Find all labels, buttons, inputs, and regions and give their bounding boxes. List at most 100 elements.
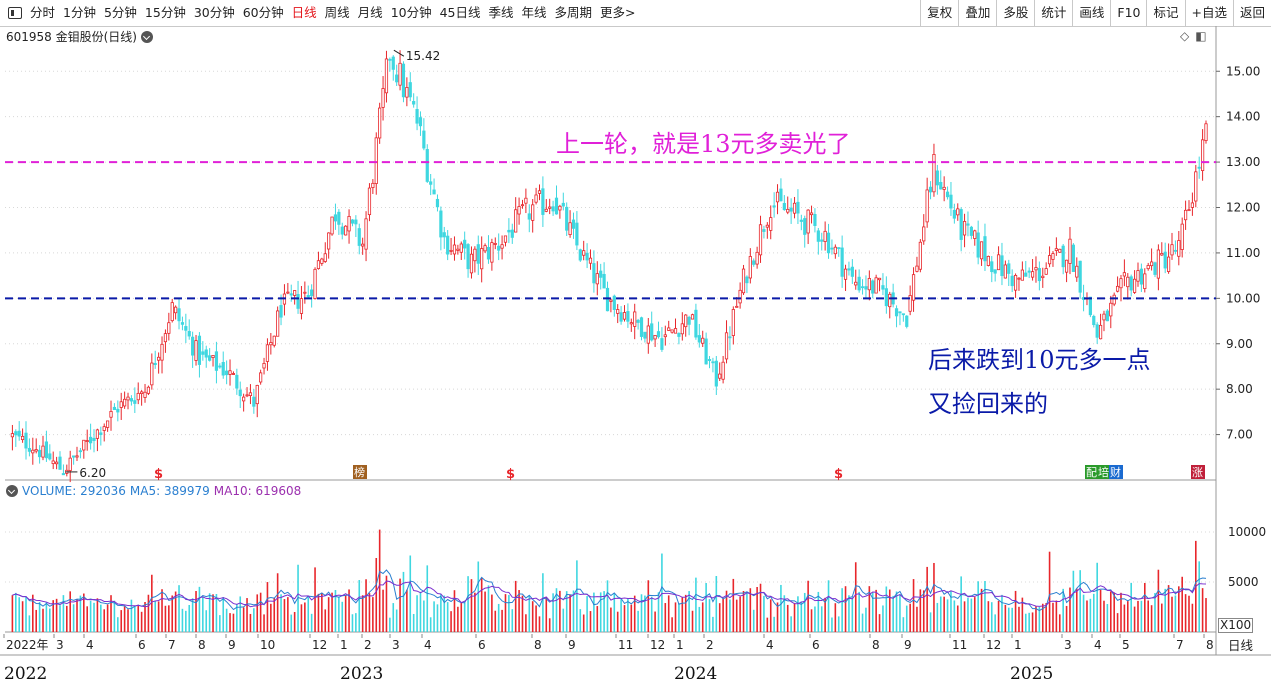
candle-body bbox=[956, 208, 960, 216]
month-label: 11 bbox=[952, 638, 967, 652]
candle-body bbox=[813, 214, 817, 226]
volume-dropdown-icon[interactable] bbox=[6, 485, 18, 497]
volume-axis: 10000 5000 bbox=[1228, 525, 1266, 589]
month-label: 7 bbox=[168, 638, 176, 652]
stats-button[interactable]: 统计 bbox=[1034, 0, 1072, 26]
candle-body bbox=[344, 225, 348, 236]
candle-body bbox=[962, 221, 967, 236]
candle-body bbox=[27, 447, 32, 452]
event-marker-box bbox=[353, 465, 367, 479]
candle-body bbox=[435, 198, 440, 208]
candle-body bbox=[1034, 267, 1038, 271]
tab-quarterly[interactable]: 季线 bbox=[488, 5, 514, 20]
candle-body bbox=[395, 74, 399, 83]
candle-body bbox=[38, 449, 42, 458]
diamond-icon[interactable]: ◇ bbox=[1180, 29, 1190, 43]
candle-body bbox=[874, 277, 878, 294]
dropdown-icon[interactable] bbox=[141, 30, 153, 43]
event-marker-box bbox=[1097, 465, 1111, 479]
tab-fenshi[interactable]: 分时 bbox=[30, 5, 56, 20]
draw-line-button[interactable]: 画线 bbox=[1072, 0, 1110, 26]
candle-body bbox=[1119, 278, 1123, 289]
back-button[interactable]: 返回 bbox=[1232, 0, 1271, 26]
month-label: 2 bbox=[706, 638, 714, 652]
candle-body bbox=[72, 455, 76, 458]
candle-body bbox=[235, 374, 239, 389]
candle-body bbox=[17, 430, 21, 437]
tab-more[interactable]: 更多> bbox=[600, 5, 636, 20]
candle-body bbox=[34, 449, 38, 452]
candle-body bbox=[58, 456, 62, 470]
candle-body bbox=[952, 209, 956, 219]
tab-30min[interactable]: 30分钟 bbox=[193, 5, 235, 20]
candle-body bbox=[1149, 261, 1154, 267]
tab-monthly[interactable]: 月线 bbox=[357, 5, 383, 20]
candle-body bbox=[1190, 202, 1194, 208]
candle-body bbox=[449, 249, 453, 252]
candle-body bbox=[1010, 275, 1014, 287]
f10-button[interactable]: F10 bbox=[1110, 0, 1146, 26]
candle-body bbox=[738, 289, 742, 304]
tab-45day[interactable]: 45日线 bbox=[439, 5, 481, 20]
candle-body bbox=[191, 336, 195, 356]
candle-body bbox=[602, 273, 606, 289]
panel-icon[interactable]: ◧ bbox=[1195, 29, 1207, 43]
candle-body bbox=[775, 191, 780, 203]
candle-body bbox=[534, 194, 538, 203]
event-marker-box bbox=[1085, 465, 1099, 479]
candle-body bbox=[551, 206, 555, 212]
candle-body bbox=[1075, 265, 1079, 278]
candle-body bbox=[354, 219, 358, 225]
candle-body bbox=[1173, 249, 1177, 252]
candle-body bbox=[201, 351, 205, 355]
candle-body bbox=[748, 256, 752, 279]
candle-body bbox=[561, 202, 565, 207]
panel-toggle-icon[interactable] bbox=[8, 7, 22, 19]
adjust-button[interactable]: 复权 bbox=[920, 0, 958, 26]
candle-body bbox=[704, 338, 708, 365]
tab-weekly[interactable]: 周线 bbox=[324, 5, 350, 20]
tab-15min[interactable]: 15分钟 bbox=[144, 5, 186, 20]
tab-5min[interactable]: 5分钟 bbox=[103, 5, 137, 20]
candle-body bbox=[255, 384, 259, 405]
candle-body bbox=[1064, 259, 1069, 273]
candle-body bbox=[350, 219, 355, 224]
multi-stock-button[interactable]: 多股 bbox=[996, 0, 1034, 26]
reference-lines bbox=[5, 161, 1216, 300]
annotation-blue-2: 又捡回来的 bbox=[928, 390, 1048, 418]
high-arrow bbox=[393, 49, 405, 57]
candle-body bbox=[221, 362, 225, 376]
tab-1min[interactable]: 1分钟 bbox=[63, 5, 96, 20]
candle-body bbox=[799, 219, 803, 222]
candle-body bbox=[357, 228, 361, 246]
candle-body bbox=[1153, 262, 1157, 275]
tab-yearly[interactable]: 年线 bbox=[521, 5, 547, 20]
candle-body bbox=[544, 208, 548, 212]
month-label: 3 bbox=[392, 638, 400, 652]
month-label: 9 bbox=[568, 638, 576, 652]
candle-body bbox=[194, 340, 198, 361]
tab-60min[interactable]: 60分钟 bbox=[242, 5, 284, 20]
tab-daily[interactable]: 日线 bbox=[291, 5, 317, 20]
tab-multi-period[interactable]: 多周期 bbox=[554, 5, 593, 20]
month-label: 1 bbox=[340, 638, 348, 652]
overlay-button[interactable]: 叠加 bbox=[958, 0, 996, 26]
volume-tick-label: 5000 bbox=[1228, 575, 1259, 589]
add-watchlist-button[interactable]: +自选 bbox=[1184, 0, 1233, 26]
mark-button[interactable]: 标记 bbox=[1146, 0, 1184, 26]
candle-body bbox=[412, 101, 416, 105]
toolbar-right-buttons: 复权 叠加 多股 统计 画线 F10 标记 +自选 返回 bbox=[920, 0, 1271, 26]
candle-body bbox=[106, 420, 110, 428]
candle-body bbox=[639, 317, 644, 337]
candle-body bbox=[803, 218, 807, 235]
candle-body bbox=[959, 209, 963, 240]
candle-body bbox=[378, 107, 382, 139]
tab-10min[interactable]: 10分钟 bbox=[390, 5, 432, 20]
candle-body bbox=[843, 268, 848, 280]
candle-body bbox=[888, 293, 892, 308]
event-marker-box bbox=[1109, 465, 1123, 479]
candle-body bbox=[830, 247, 834, 250]
candle-body bbox=[707, 359, 712, 361]
candle-body bbox=[367, 187, 372, 216]
